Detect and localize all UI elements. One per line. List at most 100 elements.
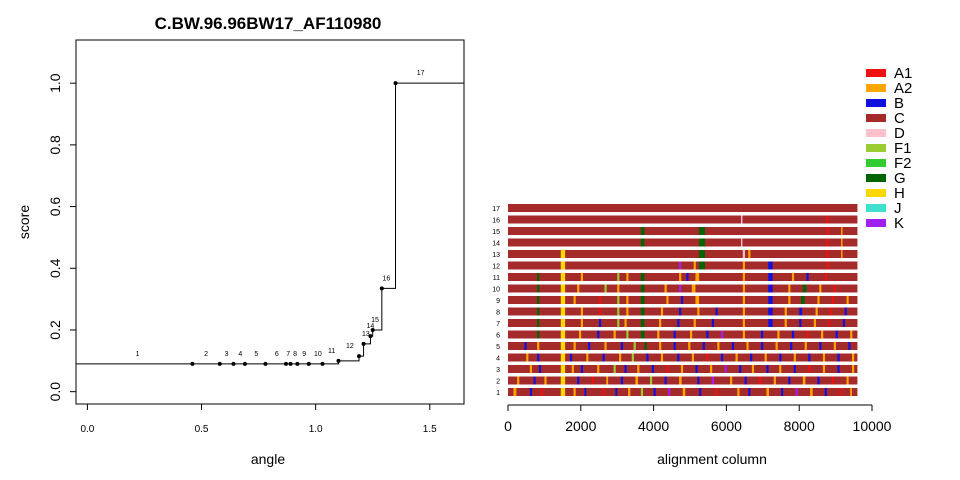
subtype-segment [695, 273, 700, 281]
step-point [231, 361, 236, 366]
subtype-segment [768, 319, 773, 327]
subtype-segment [793, 365, 796, 373]
subtype-segment [640, 296, 645, 304]
subtype-segment [560, 296, 566, 304]
subtype-segment [524, 342, 527, 350]
subtype-segment [529, 365, 533, 373]
legend-swatch [866, 159, 886, 167]
subtype-segment [580, 319, 583, 327]
row-base-bar [508, 342, 858, 350]
subtype-segment [850, 388, 852, 396]
subtype-segment [826, 227, 829, 235]
subtype-segment [679, 261, 682, 270]
subtype-segment [706, 330, 709, 339]
legend-label: C [894, 110, 905, 127]
subtype-segment [824, 273, 827, 281]
subtype-segment [799, 319, 802, 327]
subtype-segment [775, 342, 778, 350]
y-tick-label: 1.0 [47, 73, 63, 93]
row-label: 8 [496, 310, 500, 317]
legend-item: G [866, 170, 906, 187]
legend-swatch [866, 114, 886, 122]
subtype-segment [844, 307, 847, 316]
subtype-segment [624, 319, 627, 327]
subtype-segment [801, 296, 805, 304]
row-label: 7 [496, 321, 500, 328]
legend-swatch [866, 189, 886, 197]
row-label: 4 [496, 356, 500, 363]
subtype-segment [537, 307, 540, 316]
legend-item: F1 [866, 140, 912, 157]
y-tick-label: 0.2 [47, 320, 63, 340]
subtype-segment [624, 365, 627, 373]
step-point-label: 10 [314, 351, 322, 358]
subtype-segment [768, 307, 773, 316]
subtype-segment [791, 273, 795, 281]
alignment-row [508, 250, 858, 258]
row-label: 13 [492, 252, 500, 259]
subtype-segment [742, 273, 745, 281]
step-point-label: 14 [367, 323, 375, 330]
subtype-segment [677, 319, 680, 327]
step-point [336, 358, 341, 363]
subtype-segment [633, 342, 636, 350]
row-base-bar [508, 284, 858, 293]
subtype-segment [591, 376, 594, 385]
subtype-segment [773, 376, 776, 385]
legend-label: F2 [894, 155, 912, 172]
subtype-segment [573, 388, 576, 396]
legend-label: B [894, 95, 904, 112]
chart-title: C.BW.96.96BW17_AF110980 [155, 14, 382, 33]
subtype-segment [526, 353, 529, 362]
row-label: 16 [492, 218, 500, 225]
x-tick-label: 1.0 [309, 424, 323, 435]
subtype-segment [806, 330, 809, 339]
subtype-segment [537, 353, 540, 362]
subtype-segment [731, 342, 735, 350]
subtype-segment [537, 273, 540, 281]
subtype-segment [617, 296, 620, 304]
step-point-label: 12 [346, 343, 354, 350]
subtype-segment [606, 376, 609, 385]
legend-label: J [894, 200, 902, 217]
subtype-segment [779, 353, 782, 362]
subtype-segment [822, 353, 826, 362]
alignment-row [508, 227, 858, 235]
subtype-segment [651, 365, 654, 373]
step-point-label: 13 [362, 331, 370, 338]
subtype-segment [808, 365, 811, 373]
subtype-segment [599, 319, 602, 327]
subtype-segment [826, 261, 829, 270]
step-point [320, 361, 325, 366]
subtype-segment [835, 330, 838, 339]
subtype-segment [695, 296, 700, 304]
legend-swatch [866, 219, 886, 227]
subtype-segment [828, 319, 831, 327]
x-tick-label: 0 [504, 418, 512, 434]
step-point-label: 8 [293, 351, 297, 358]
subtype-segment [742, 319, 745, 327]
step-point [263, 361, 268, 366]
subtype-segment [664, 284, 667, 293]
legend-swatch [866, 69, 886, 77]
subtype-segment [602, 353, 605, 362]
row-base-bar [508, 204, 858, 212]
x-axis: 0.0 0.5 1.0 1.5 [80, 404, 437, 435]
subtype-segment [640, 307, 645, 316]
x-tick-label: 0.5 [195, 424, 209, 435]
alignment-row [508, 365, 858, 373]
x-axis-label-alignment: alignment column [657, 451, 767, 467]
subtype-segment [784, 319, 787, 327]
y-tick-label: 0.0 [47, 382, 63, 402]
step-point-label: 7 [286, 351, 290, 358]
subtype-segment [560, 330, 566, 339]
subtype-segment [706, 353, 709, 362]
subtype-segment [673, 342, 676, 350]
subtype-segment [673, 330, 676, 339]
subtype-segment [640, 227, 645, 235]
subtype-segment [826, 250, 829, 258]
subtype-segment [711, 319, 715, 327]
